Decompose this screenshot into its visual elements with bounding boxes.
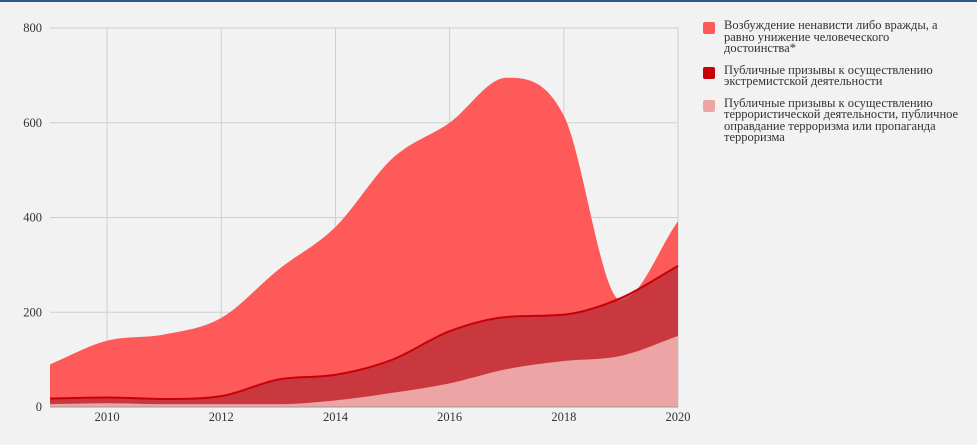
- series-0-point-2020: [677, 220, 679, 222]
- series-2-point-2019: [620, 355, 622, 357]
- legend-label: Публичные призывы к осуществлению экстре…: [724, 62, 933, 88]
- y-tick-label-400: 400: [23, 211, 42, 225]
- legend-item-terrorism[interactable]: Публичные призывы к осуществлению террор…: [703, 95, 963, 144]
- legend-swatch: [703, 99, 715, 112]
- y-tick-label-800: 800: [23, 21, 42, 35]
- series-1-point-2009: [49, 397, 51, 399]
- series-2-point-2017: [506, 368, 508, 370]
- x-tick-label-2010: 2010: [95, 410, 120, 424]
- series-0-point-2009: [49, 363, 51, 365]
- x-tick-label-2012: 2012: [209, 410, 234, 424]
- series-area-2: [50, 335, 678, 407]
- legend-label: Публичные призывы к осуществлению террор…: [724, 95, 959, 144]
- series-1-point-2015: [392, 359, 394, 361]
- series-0-point-2018: [563, 115, 565, 117]
- series-1-point-2011: [163, 398, 165, 400]
- series-0-point-2013: [277, 269, 279, 271]
- series-2-point-2011: [163, 403, 165, 405]
- series-2-point-2009: [49, 403, 51, 405]
- series-1-point-2017: [506, 316, 508, 318]
- y-tick-label-200: 200: [23, 305, 42, 319]
- series-1-point-2020: [677, 265, 679, 267]
- legend-item-extremism[interactable]: Публичные призывы к осуществлению экстре…: [703, 62, 963, 88]
- legend: Возбуждение ненависти либо вражды, а рав…: [703, 18, 963, 154]
- series-areas: [49, 77, 679, 408]
- legend-label: Возбуждение ненависти либо вражды, а рав…: [724, 18, 938, 55]
- x-tick-label-2020: 2020: [666, 410, 691, 424]
- x-tick-label-2016: 2016: [437, 410, 462, 424]
- series-2-point-2013: [277, 403, 279, 405]
- x-tick-label-2014: 2014: [323, 410, 349, 424]
- series-1-point-2018: [563, 314, 565, 316]
- series-0-point-2015: [392, 157, 394, 159]
- series-0-point-2016: [449, 122, 451, 124]
- series-2-point-2020: [677, 335, 679, 337]
- series-2-point-2016: [449, 382, 451, 384]
- series-2-point-2015: [392, 392, 394, 394]
- series-1-point-2016: [449, 330, 451, 332]
- series-1-point-2019: [620, 297, 622, 299]
- x-tick-label-2018: 2018: [551, 410, 576, 424]
- y-tick-label-0: 0: [36, 400, 42, 414]
- series-2-point-2010: [106, 402, 108, 404]
- area-chart: 0 200 400 600 800 2010 2012 2014 2016 2018 2020: [23, 21, 691, 424]
- top-border: [0, 0, 977, 2]
- series-1-point-2014: [334, 374, 336, 376]
- series-1-point-2012: [220, 395, 222, 397]
- legend-item-hatred[interactable]: Возбуждение ненависти либо вражды, а рав…: [703, 18, 963, 55]
- series-line-1: [49, 264, 679, 400]
- y-tick-label-600: 600: [23, 116, 42, 130]
- series-1-point-2013: [277, 379, 279, 381]
- series-0-point-2010: [106, 340, 108, 342]
- series-1-point-2010: [106, 397, 108, 399]
- legend-swatch: [703, 22, 715, 34]
- series-0-point-2012: [220, 317, 222, 319]
- series-2-point-2012: [220, 403, 222, 405]
- x-axis-labels: 2010 2012 2014 2016 2018 2020: [95, 410, 691, 424]
- series-0-point-2011: [163, 334, 165, 336]
- series-0-point-2017: [506, 77, 508, 79]
- series-0-point-2014: [334, 226, 336, 228]
- series-2-point-2018: [563, 360, 565, 362]
- y-axis-labels: 0 200 400 600 800: [23, 21, 42, 414]
- legend-swatch: [703, 66, 715, 79]
- series-2-point-2014: [334, 399, 336, 401]
